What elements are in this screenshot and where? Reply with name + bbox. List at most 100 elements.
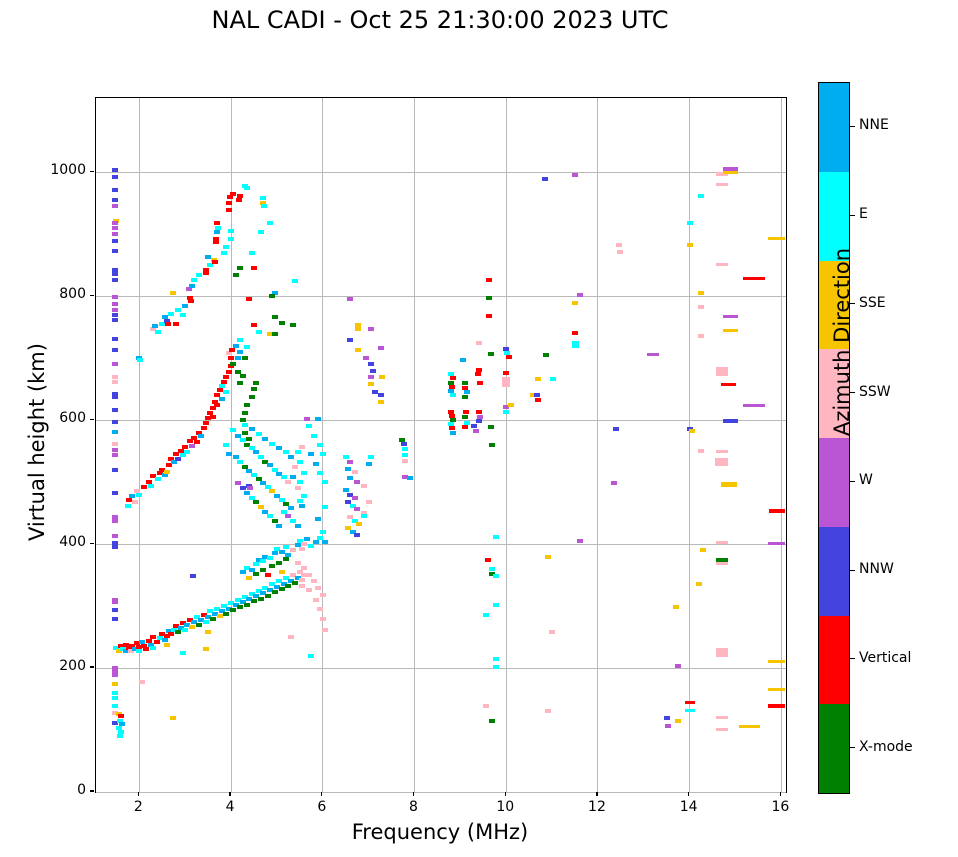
- data-point: [742, 403, 765, 407]
- data-point: [221, 604, 228, 609]
- colorbar-label: NNW: [859, 561, 894, 578]
- data-point: [278, 497, 285, 502]
- data-point: [140, 643, 147, 648]
- data-point: [367, 327, 374, 332]
- data-point: [489, 443, 496, 447]
- data-point: [372, 389, 379, 394]
- data-point: [112, 720, 119, 725]
- data-point: [230, 192, 237, 197]
- data-point: [112, 710, 119, 715]
- data-point: [214, 393, 221, 398]
- data-point: [402, 459, 409, 464]
- data-point: [663, 715, 670, 720]
- data-point: [292, 279, 299, 284]
- data-point: [255, 431, 262, 436]
- data-point: [450, 430, 457, 435]
- data-point: [768, 542, 786, 546]
- data-point: [232, 273, 239, 278]
- x-gridline: [138, 98, 140, 792]
- data-point: [299, 547, 306, 552]
- data-point: [131, 647, 138, 652]
- data-point: [112, 197, 119, 202]
- data-point: [345, 500, 351, 504]
- data-point: [112, 616, 119, 621]
- data-point: [182, 627, 189, 632]
- y-gridline: [96, 419, 786, 421]
- data-point: [278, 320, 285, 325]
- data-point: [248, 250, 255, 255]
- data-point: [301, 565, 308, 570]
- data-point: [503, 405, 510, 410]
- data-point: [169, 290, 176, 295]
- data-point: [150, 646, 157, 651]
- data-point: [351, 496, 358, 501]
- data-point: [112, 307, 119, 312]
- data-point: [122, 648, 129, 653]
- data-point: [317, 470, 324, 475]
- data-point: [306, 424, 313, 429]
- data-point: [349, 529, 356, 534]
- y-tick-label: 200: [59, 658, 86, 675]
- data-point: [715, 727, 728, 731]
- data-point: [322, 480, 329, 485]
- data-point: [161, 315, 168, 320]
- data-point: [715, 540, 728, 544]
- data-point: [363, 356, 370, 361]
- data-point: [534, 392, 541, 397]
- y-tick-label: 800: [59, 286, 86, 303]
- data-point: [308, 654, 315, 659]
- data-point: [475, 340, 482, 345]
- data-point: [461, 415, 468, 420]
- data-point: [262, 585, 269, 590]
- data-point: [228, 236, 235, 241]
- data-point: [129, 643, 136, 648]
- data-point: [308, 544, 315, 548]
- data-point: [549, 630, 556, 635]
- y-gridline: [96, 295, 786, 297]
- data-point: [112, 597, 119, 602]
- data-point: [182, 445, 189, 450]
- data-point: [225, 207, 232, 212]
- data-point: [267, 587, 274, 592]
- data-point: [237, 193, 244, 198]
- data-point: [153, 640, 160, 645]
- data-point: [179, 651, 186, 656]
- data-point: [283, 545, 290, 550]
- data-point: [170, 460, 177, 465]
- data-point: [168, 311, 175, 316]
- data-point: [241, 410, 248, 415]
- data-point: [168, 631, 175, 636]
- data-point: [182, 304, 189, 309]
- data-point: [248, 591, 255, 596]
- data-point: [262, 554, 269, 559]
- data-point: [177, 625, 184, 630]
- data-point: [301, 470, 308, 475]
- data-point: [283, 501, 290, 506]
- data-point: [228, 229, 235, 234]
- data-point: [535, 376, 542, 381]
- data-point: [234, 356, 241, 361]
- data-point: [278, 549, 285, 554]
- data-point: [698, 305, 705, 310]
- data-point: [299, 503, 306, 508]
- data-point: [179, 312, 186, 317]
- data-point: [317, 606, 324, 611]
- data-point: [367, 382, 374, 387]
- data-point: [234, 433, 241, 438]
- data-point: [225, 452, 232, 457]
- x-tick-mark: [504, 792, 506, 796]
- data-point: [294, 486, 301, 491]
- data-point: [271, 467, 278, 472]
- data-point: [218, 609, 225, 614]
- data-point: [237, 265, 244, 270]
- data-point: [273, 584, 280, 589]
- data-point: [253, 571, 260, 576]
- data-point: [200, 425, 207, 430]
- data-point: [262, 459, 269, 464]
- data-point: [289, 518, 296, 523]
- data-point: [715, 449, 728, 453]
- data-point: [273, 493, 280, 498]
- data-point: [503, 346, 510, 351]
- data-point: [187, 299, 194, 304]
- data-point: [264, 573, 271, 578]
